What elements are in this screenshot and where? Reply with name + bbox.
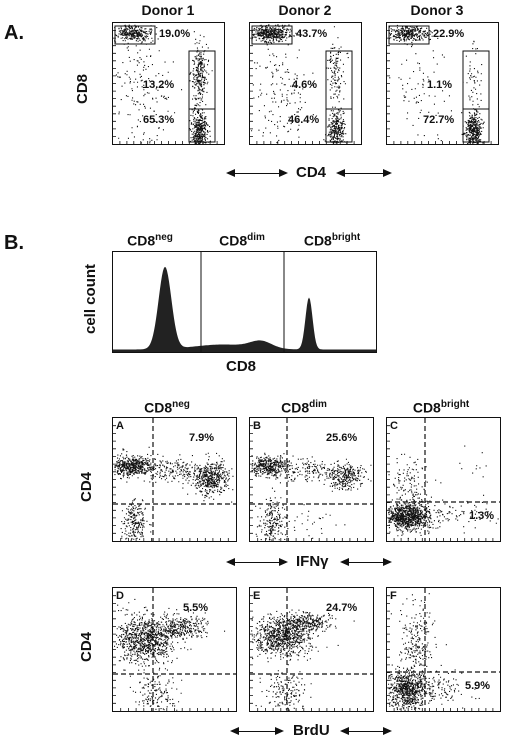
hist-gate-dim: CD8dim xyxy=(219,232,265,249)
col-title-bright: CD8bright xyxy=(412,399,470,416)
donor-1-cd4-pct: 65.3% xyxy=(143,114,175,126)
row2-right-arrow xyxy=(340,727,392,735)
panel-a-left-arrow xyxy=(226,169,288,177)
donor-3-cd8-pct: 22.9% xyxy=(433,28,465,40)
ifng-plot-a-letter: A xyxy=(116,420,124,432)
row1-right-arrow xyxy=(340,558,392,566)
donor-2-title: Donor 2 xyxy=(278,2,332,18)
donor-1-title: Donor 1 xyxy=(141,2,195,18)
row2-x-label: BrdU xyxy=(293,722,330,739)
row2-y-label: CD4 xyxy=(78,631,95,662)
panel-a-letter: A. xyxy=(4,22,24,44)
ifng-plot-b-letter: B xyxy=(253,420,261,432)
brdu-plot-d: D 5.5% xyxy=(112,587,237,712)
row2-left-arrow xyxy=(230,727,284,735)
brdu-plot-e-pct: 24.7% xyxy=(326,602,358,614)
brdu-plot-d-pct: 5.5% xyxy=(183,602,209,614)
donor-1-dp-pct: 13.2% xyxy=(143,79,175,91)
donor-2-cd4-pct: 46.4% xyxy=(288,114,320,126)
cd8-histogram xyxy=(112,251,377,353)
hist-x-label: CD8 xyxy=(226,358,257,375)
brdu-plot-e-letter: E xyxy=(253,590,261,602)
row1-x-label: IFNγ xyxy=(296,553,329,570)
donor-3-dot-plot: 22.9% 1.1% 72.7% xyxy=(386,22,499,145)
donor-2-cd8-pct: 43.7% xyxy=(296,28,328,40)
hist-y-label: cell count xyxy=(82,263,99,334)
ifng-plot-b-pct: 25.6% xyxy=(326,432,358,444)
panel-a-right-arrow xyxy=(336,169,392,177)
ifng-plot-c-letter: C xyxy=(390,420,398,432)
brdu-plot-f-pct: 5.9% xyxy=(465,680,491,692)
donor-2-dp-pct: 4.6% xyxy=(292,79,318,91)
col-title-dim: CD8dim xyxy=(281,399,327,416)
ifng-plot-c: C 1.3% xyxy=(386,417,501,542)
brdu-plot-e: E 24.7% xyxy=(249,587,374,712)
donor-3-title: Donor 3 xyxy=(410,2,464,18)
donor-3-cd4-pct: 72.7% xyxy=(423,114,455,126)
ifng-plot-a-pct: 7.9% xyxy=(189,432,215,444)
ifng-plot-c-pct: 1.3% xyxy=(469,510,495,522)
col-title-neg: CD8neg xyxy=(144,399,190,416)
panel-b-letter: B. xyxy=(4,232,24,254)
hist-gate-bright: CD8bright xyxy=(303,232,361,249)
donor-2-dot-plot: 43.7% 4.6% 46.4% xyxy=(249,22,362,145)
donor-1-dot-plot: 19.0% 13.2% 65.3% xyxy=(112,22,225,145)
panel-a-x-label: CD4 xyxy=(296,164,327,181)
brdu-plot-d-letter: D xyxy=(116,590,124,602)
ifng-plot-b: B 25.6% xyxy=(249,417,374,542)
panel-a-y-label: CD8 xyxy=(74,73,91,104)
ifng-plot-a: A 7.9% xyxy=(112,417,237,542)
row1-left-arrow xyxy=(226,558,288,566)
hist-gate-neg: CD8neg xyxy=(127,232,173,249)
donor-3-dp-pct: 1.1% xyxy=(427,79,453,91)
brdu-plot-f-letter: F xyxy=(390,590,397,602)
row1-y-label: CD4 xyxy=(78,471,95,502)
donor-1-cd8-pct: 19.0% xyxy=(159,28,191,40)
brdu-plot-f: F 5.9% xyxy=(386,587,501,712)
